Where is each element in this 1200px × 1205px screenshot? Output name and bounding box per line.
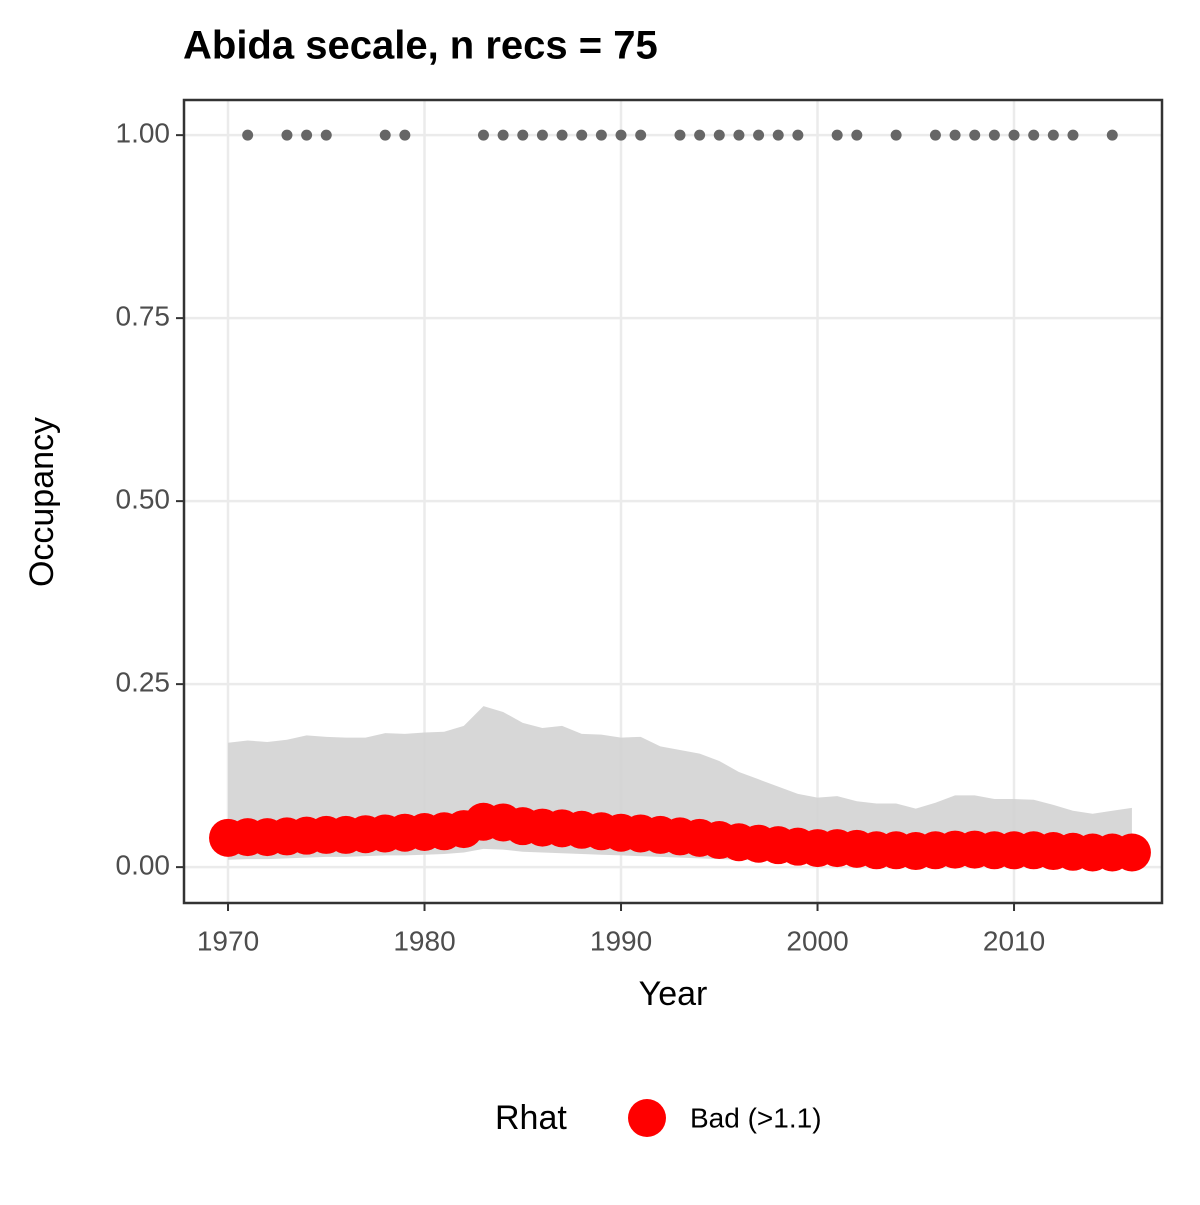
detection <box>615 129 627 141</box>
detection <box>399 129 411 141</box>
detection <box>733 129 745 141</box>
x-axis-title: Year <box>639 975 708 1013</box>
detection <box>674 129 686 141</box>
y-tick-label: 0.25 <box>116 667 171 698</box>
detection <box>1047 129 1059 141</box>
detection <box>851 129 863 141</box>
detection <box>517 129 529 141</box>
chart-title: Abida secale, n recs = 75 <box>183 24 658 68</box>
detection <box>1008 129 1020 141</box>
detection <box>1106 129 1118 141</box>
detection <box>831 129 843 141</box>
detection <box>1067 129 1079 141</box>
detection <box>320 129 332 141</box>
detection <box>792 129 804 141</box>
x-tick-label: 1980 <box>393 925 455 956</box>
detection <box>536 129 548 141</box>
detection <box>576 129 588 141</box>
detection <box>713 129 725 141</box>
detection <box>301 129 313 141</box>
panel-border <box>182 98 1164 905</box>
detection <box>1028 129 1040 141</box>
detection <box>929 129 941 141</box>
point <box>1112 833 1151 872</box>
detection <box>753 129 765 141</box>
detection <box>477 129 489 141</box>
detection <box>694 129 706 141</box>
x-tick-label: 2000 <box>786 925 848 956</box>
x-tick-label: 1990 <box>590 925 652 956</box>
y-axis-title: Occupancy <box>23 417 61 587</box>
x-tick-label: 1970 <box>197 925 259 956</box>
x-tick-label: 2010 <box>983 925 1045 956</box>
detection <box>988 129 1000 141</box>
legend-label: Bad (>1.1) <box>690 1102 822 1133</box>
detection <box>242 129 254 141</box>
detection <box>595 129 607 141</box>
detection <box>969 129 981 141</box>
y-tick-label: 0.50 <box>116 484 171 515</box>
legend-key <box>628 1099 666 1137</box>
legend-title: Rhat <box>495 1099 567 1137</box>
detection <box>949 129 961 141</box>
detection <box>497 129 509 141</box>
y-tick-label: 1.00 <box>116 118 171 149</box>
detection <box>772 129 784 141</box>
detection <box>635 129 647 141</box>
detection <box>281 129 293 141</box>
detection <box>890 129 902 141</box>
y-tick-label: 0.00 <box>116 850 171 881</box>
detection <box>379 129 391 141</box>
detection <box>556 129 568 141</box>
y-tick-label: 0.75 <box>116 301 171 332</box>
